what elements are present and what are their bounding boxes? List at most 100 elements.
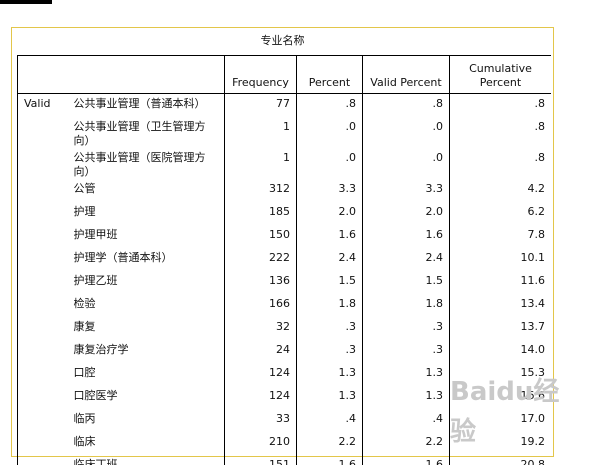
cell-valid-percent: .0 (363, 148, 450, 179)
cell-cumulative-percent: .8 (450, 94, 552, 118)
cell-cumulative-percent: 11.6 (450, 271, 552, 294)
cell-cumulative-percent: .8 (450, 117, 552, 148)
table-viewport: Frequency Percent Valid Percent Cumulati… (17, 55, 551, 465)
header-blank-cell (18, 56, 225, 94)
header-percent: Percent (297, 56, 363, 94)
cell-percent: 1.8 (297, 294, 363, 317)
row-group-label (18, 340, 68, 363)
row-group-label (18, 117, 68, 148)
cell-frequency: 222 (225, 248, 297, 271)
cell-frequency: 24 (225, 340, 297, 363)
header-valid-percent: Valid Percent (363, 56, 450, 94)
row-category: 公共事业管理（普通本科） (68, 94, 225, 118)
row-group-label (18, 317, 68, 340)
row-group-label (18, 271, 68, 294)
cell-percent: 1.5 (297, 271, 363, 294)
cell-cumulative-percent: 6.2 (450, 202, 552, 225)
cell-frequency: 1 (225, 117, 297, 148)
table-row: 公共事业管理（医院管理方向）1.0.0.8 (18, 148, 552, 179)
row-group-label (18, 294, 68, 317)
row-group-label (18, 386, 68, 409)
table-row: 公共事业管理（卫生管理方向）1.0.0.8 (18, 117, 552, 148)
cell-valid-percent: .0 (363, 117, 450, 148)
row-category: 康复 (68, 317, 225, 340)
row-category: 口腔医学 (68, 386, 225, 409)
header-frequency: Frequency (225, 56, 297, 94)
cell-frequency: 210 (225, 432, 297, 455)
cell-percent: .3 (297, 317, 363, 340)
cell-percent: 1.6 (297, 455, 363, 465)
row-category: 护理学（普通本科） (68, 248, 225, 271)
row-group-label (18, 432, 68, 455)
cell-cumulative-percent: 7.8 (450, 225, 552, 248)
cell-valid-percent: 3.3 (363, 179, 450, 202)
cell-percent: .0 (297, 117, 363, 148)
cell-frequency: 136 (225, 271, 297, 294)
cell-valid-percent: .4 (363, 409, 450, 432)
table-title: 专业名称 (12, 32, 553, 48)
cell-percent: 1.3 (297, 363, 363, 386)
cell-frequency: 77 (225, 94, 297, 118)
cell-cumulative-percent: 17.0 (450, 409, 552, 432)
cell-valid-percent: 1.8 (363, 294, 450, 317)
cell-frequency: 185 (225, 202, 297, 225)
cell-percent: 1.3 (297, 386, 363, 409)
cell-cumulative-percent: 20.8 (450, 455, 552, 465)
cell-percent: .8 (297, 94, 363, 118)
cell-cumulative-percent: .8 (450, 148, 552, 179)
row-category: 临床丁班 (68, 455, 225, 465)
cell-cumulative-percent: 10.1 (450, 248, 552, 271)
row-category: 康复治疗学 (68, 340, 225, 363)
row-category: 护理 (68, 202, 225, 225)
cell-cumulative-percent: 13.7 (450, 317, 552, 340)
cell-valid-percent: 1.3 (363, 363, 450, 386)
cell-cumulative-percent: 19.2 (450, 432, 552, 455)
header-cumulative-percent: Cumulative Percent (450, 56, 552, 94)
row-group-label (18, 248, 68, 271)
cell-valid-percent: 1.5 (363, 271, 450, 294)
row-group-label (18, 363, 68, 386)
cell-cumulative-percent: 15.3 (450, 363, 552, 386)
row-group-label (18, 202, 68, 225)
cell-frequency: 124 (225, 363, 297, 386)
row-category: 临丙 (68, 409, 225, 432)
row-group-label (18, 179, 68, 202)
row-category: 检验 (68, 294, 225, 317)
cell-valid-percent: 2.4 (363, 248, 450, 271)
cell-frequency: 1 (225, 148, 297, 179)
row-group-label: Valid (18, 94, 68, 118)
cell-frequency: 124 (225, 386, 297, 409)
cell-percent: 2.4 (297, 248, 363, 271)
row-category: 公共事业管理（医院管理方向） (68, 148, 225, 179)
row-group-label (18, 409, 68, 432)
cell-valid-percent: 1.6 (363, 225, 450, 248)
cell-percent: .3 (297, 340, 363, 363)
row-category: 公管 (68, 179, 225, 202)
cell-valid-percent: 1.6 (363, 455, 450, 465)
cell-percent: 2.0 (297, 202, 363, 225)
cell-valid-percent: .8 (363, 94, 450, 118)
row-group-label (18, 148, 68, 179)
row-category: 护理甲班 (68, 225, 225, 248)
header-row: Frequency Percent Valid Percent Cumulati… (18, 56, 552, 94)
row-category: 公共事业管理（卫生管理方向） (68, 117, 225, 148)
cell-valid-percent: .3 (363, 340, 450, 363)
cell-frequency: 33 (225, 409, 297, 432)
row-group-label (18, 455, 68, 465)
row-category: 临床 (68, 432, 225, 455)
cell-percent: 3.3 (297, 179, 363, 202)
cell-cumulative-percent: 4.2 (450, 179, 552, 202)
